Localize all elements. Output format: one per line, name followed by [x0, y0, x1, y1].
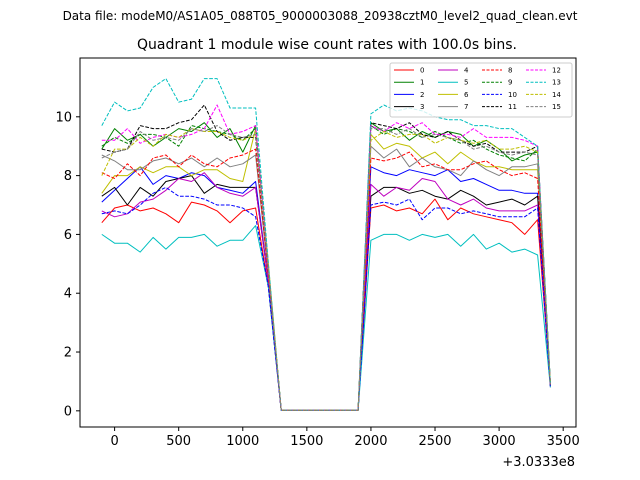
- x-offset-label: +3.0333e8: [502, 455, 575, 470]
- legend-label-10: 10: [508, 91, 517, 99]
- axes-frame: [79, 57, 577, 428]
- x-tick-label: 0: [110, 434, 118, 449]
- legend-label-8: 8: [508, 67, 512, 75]
- legend-label-9: 9: [508, 79, 512, 87]
- y-tick-label: 6: [64, 228, 72, 243]
- axes-layer: 0 500 1000 1500 2000 2500 3000 3500 0 2 4 6 8 10: [55, 110, 579, 449]
- legend-label-12: 12: [552, 67, 561, 75]
- legend-label-3: 3: [420, 103, 424, 111]
- x-tick-label: 500: [166, 434, 191, 449]
- figure-suptitle: Data file: modeM0/AS1A05_088T05_90000030…: [63, 9, 578, 23]
- y-tick-label: 10: [55, 110, 72, 125]
- legend-label-14: 14: [552, 91, 561, 99]
- y-tick-label: 4: [64, 287, 72, 302]
- legend-label-6: 6: [464, 91, 469, 99]
- x-tick-label: 2000: [354, 434, 387, 449]
- legend-label-5: 5: [464, 79, 468, 87]
- legend-label-15: 15: [552, 103, 561, 111]
- legend-label-7: 7: [464, 103, 468, 111]
- x-tick-label: 3000: [483, 434, 516, 449]
- series-line-15: [101, 125, 551, 411]
- legend-box: [389, 62, 573, 118]
- x-tick-label: 1000: [226, 434, 259, 449]
- x-tick-label: 1500: [290, 434, 323, 449]
- y-tick-label: 8: [64, 169, 72, 184]
- chart-title: Quadrant 1 module wise count rates with …: [137, 37, 517, 53]
- series-layer: [101, 78, 551, 411]
- legend-label-4: 4: [464, 67, 469, 75]
- legend-label-13: 13: [552, 79, 561, 87]
- legend-label-11: 11: [508, 103, 517, 111]
- legend-label-0: 0: [420, 67, 424, 75]
- y-tick-label: 0: [64, 404, 72, 419]
- y-tick-label: 2: [64, 346, 72, 361]
- legend-label-2: 2: [420, 91, 424, 99]
- legend-label-1: 1: [420, 79, 424, 87]
- x-tick-label: 2500: [418, 434, 451, 449]
- x-tick-label: 3500: [547, 434, 580, 449]
